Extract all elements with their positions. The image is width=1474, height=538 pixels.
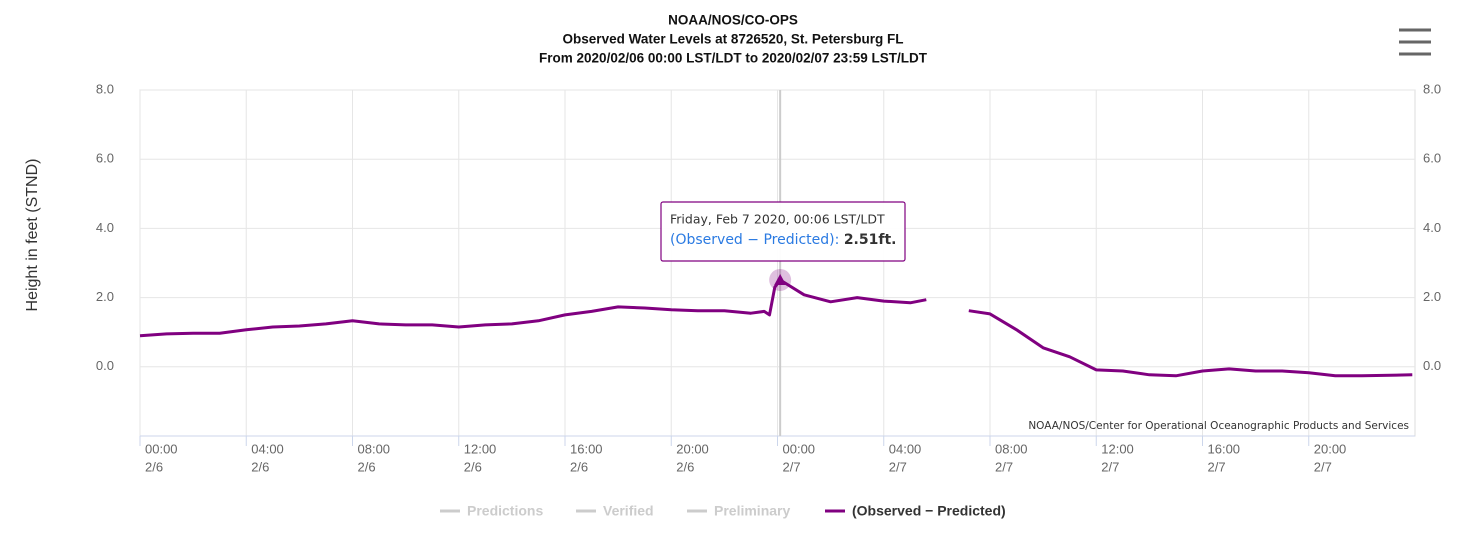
y2-tick-label: 0.0 [1423, 358, 1441, 373]
y2-tick-label: 8.0 [1423, 81, 1441, 96]
tooltip: Friday, Feb 7 2020, 00:06 LST/LDT (Observ… [660, 201, 906, 262]
tooltip-box [660, 201, 906, 262]
x-tick-label: 2/6 [251, 459, 269, 474]
legend-item: Verified [603, 503, 654, 519]
x-tick-label: 04:00 [889, 441, 922, 456]
menu-button[interactable] [1396, 24, 1434, 60]
series-line [139, 278, 1413, 378]
legend-item: Preliminary [714, 503, 790, 519]
tooltip-body: (Observed − Predicted): 2.51ft. [670, 232, 896, 248]
x-tick-label: 00:00 [783, 441, 816, 456]
legend-item: (Observed − Predicted) [852, 503, 1006, 519]
x-tick-label: 2/6 [464, 459, 482, 474]
x-tick-label: 00:00 [145, 441, 178, 456]
y-axis-label: Height in feet (STND) [24, 159, 41, 312]
x-tick-label: 04:00 [251, 441, 284, 456]
x-tick-label: 12:00 [464, 441, 497, 456]
legend-item: Predictions [467, 503, 543, 519]
x-tick-label: 2/7 [1314, 459, 1332, 474]
credits: NOAA/NOS/Center for Operational Oceanogr… [1028, 420, 1409, 432]
x-tick-label: 2/6 [145, 459, 163, 474]
y2-tick-label: 6.0 [1423, 151, 1441, 166]
chart-title: From 2020/02/06 00:00 LST/LDT to 2020/02… [539, 51, 928, 66]
tooltip-header: Friday, Feb 7 2020, 00:06 LST/LDT [670, 212, 885, 227]
tooltip-series: (Observed − Predicted): [670, 232, 839, 248]
x-tick-label: 2/6 [358, 459, 376, 474]
chart-title: Observed Water Levels at 8726520, St. Pe… [563, 32, 904, 47]
y-tick-label: 6.0 [96, 151, 114, 166]
y2-tick-label: 4.0 [1423, 220, 1441, 235]
x-tick-label: 16:00 [570, 441, 603, 456]
x-tick-label: 12:00 [1101, 441, 1134, 456]
x-tick-label: 08:00 [995, 441, 1028, 456]
x-tick-label: 2/6 [570, 459, 588, 474]
x-tick-label: 20:00 [676, 441, 709, 456]
x-tick-label: 2/7 [889, 459, 907, 474]
x-tick-label: 2/7 [783, 459, 801, 474]
x-tick-label: 20:00 [1314, 441, 1347, 456]
y2-tick-label: 2.0 [1423, 289, 1441, 304]
hover-marker [774, 273, 787, 285]
chart-title: NOAA/NOS/CO-OPS [668, 13, 798, 28]
x-tick-label: 2/7 [1208, 459, 1226, 474]
x-tick-label: 16:00 [1208, 441, 1241, 456]
y-tick-label: 0.0 [96, 358, 114, 373]
x-tick-label: 2/7 [1101, 459, 1119, 474]
tooltip-value: 2.51ft. [844, 232, 897, 248]
y-tick-label: 8.0 [96, 81, 114, 96]
x-tick-label: 2/7 [995, 459, 1013, 474]
x-tick-label: 2/6 [676, 459, 694, 474]
y-tick-label: 2.0 [96, 289, 114, 304]
x-tick-label: 08:00 [358, 441, 391, 456]
y-tick-label: 4.0 [96, 220, 114, 235]
